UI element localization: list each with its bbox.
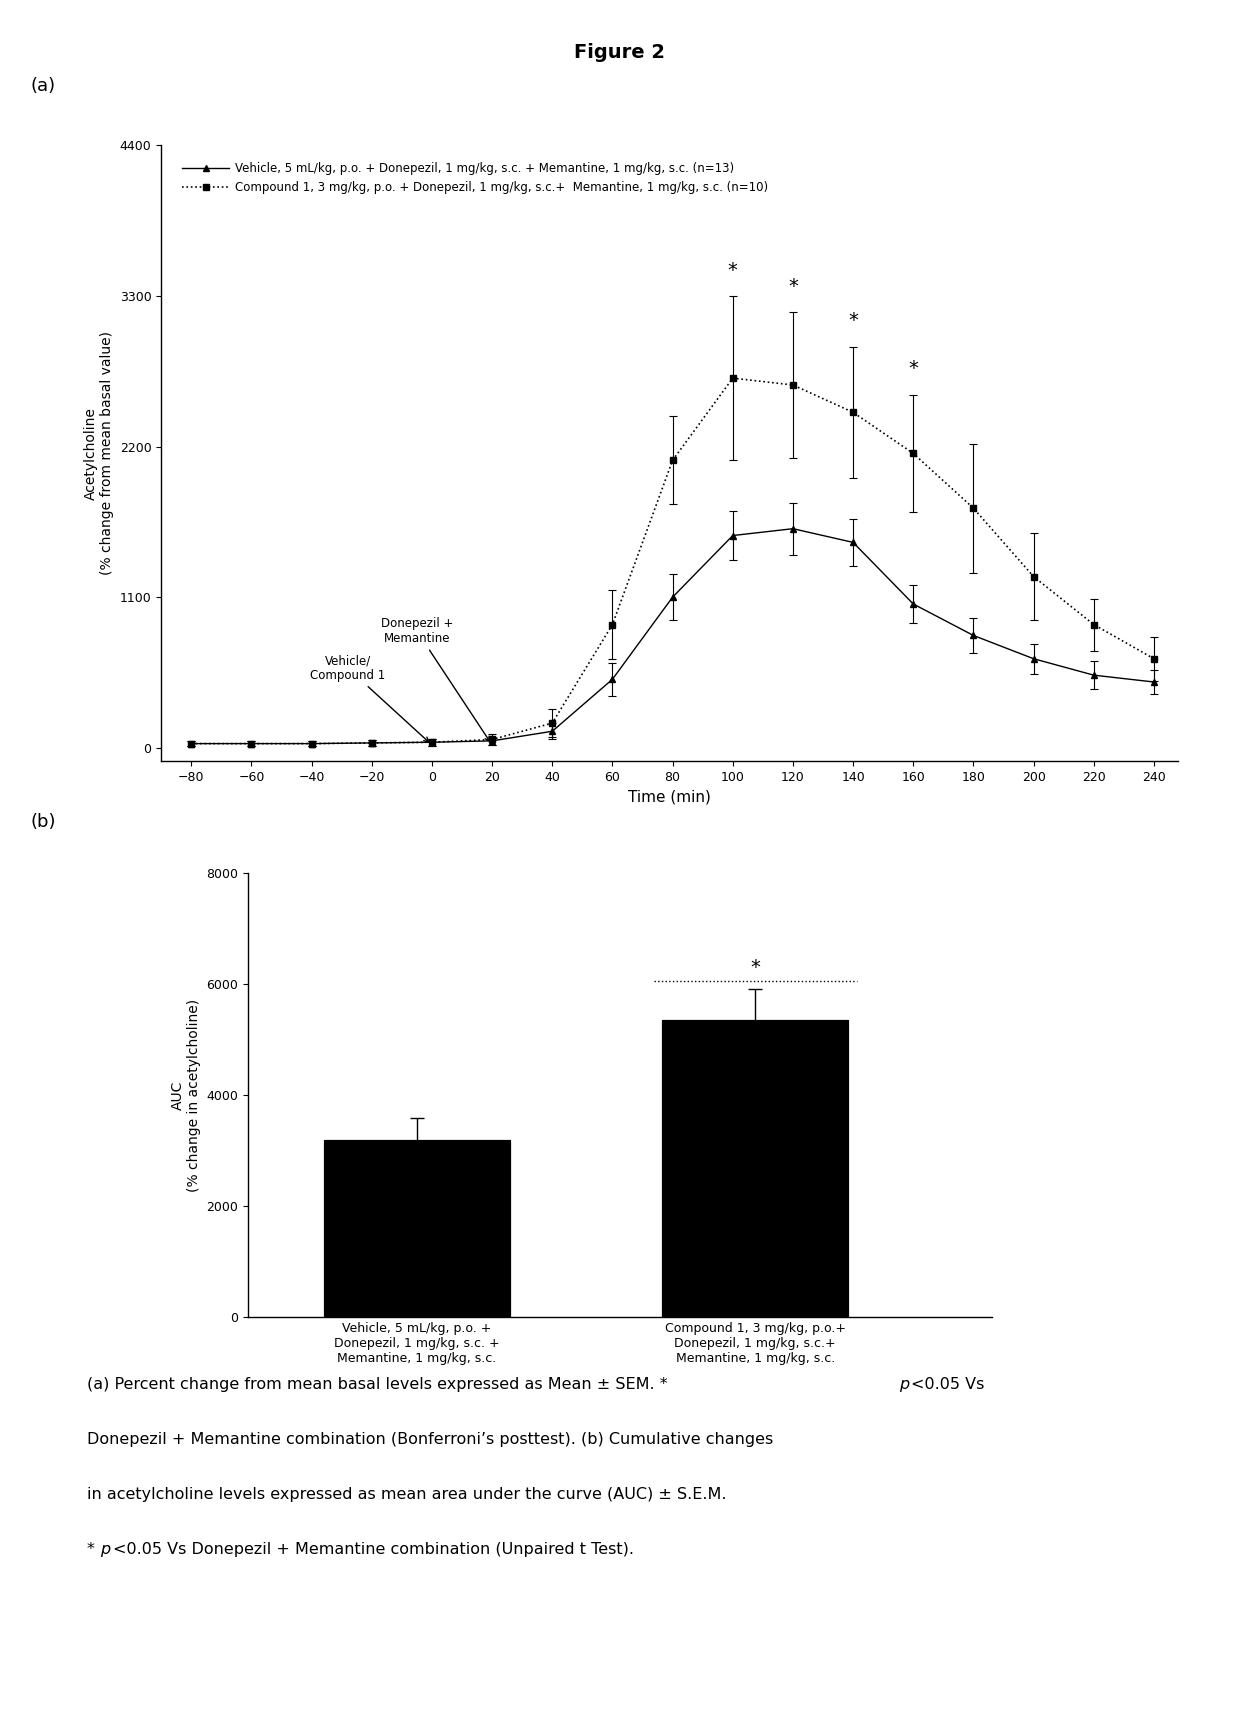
- Text: *: *: [848, 311, 858, 330]
- Text: *: *: [750, 958, 760, 977]
- Text: p: p: [100, 1542, 110, 1557]
- Text: (a): (a): [31, 77, 56, 96]
- Legend: Vehicle, 5 mL/kg, p.o. + Donepezil, 1 mg/kg, s.c. + Memantine, 1 mg/kg, s.c. (n=: Vehicle, 5 mL/kg, p.o. + Donepezil, 1 mg…: [177, 157, 773, 198]
- Y-axis label: AUC
(% change in acetylcholine): AUC (% change in acetylcholine): [171, 999, 201, 1191]
- Text: Vehicle/
Compound 1: Vehicle/ Compound 1: [310, 654, 429, 743]
- X-axis label: Time (min): Time (min): [629, 790, 711, 804]
- Text: Donepezil + Memantine combination (Bonferroni’s posttest). (b) Cumulative change: Donepezil + Memantine combination (Bonfe…: [87, 1432, 773, 1448]
- Text: *: *: [728, 260, 738, 279]
- Text: Figure 2: Figure 2: [574, 43, 666, 62]
- Bar: [324, 1140, 510, 1317]
- Text: (a) Percent change from mean basal levels expressed as Mean ± SEM. *: (a) Percent change from mean basal level…: [87, 1377, 667, 1393]
- Bar: [662, 1020, 848, 1317]
- Text: <0.05 Vs: <0.05 Vs: [911, 1377, 985, 1393]
- Text: *: *: [787, 277, 797, 296]
- Text: Donepezil +
Memantine: Donepezil + Memantine: [381, 618, 490, 741]
- Bar: [662, 1020, 848, 1317]
- Text: p: p: [899, 1377, 909, 1393]
- Text: in acetylcholine levels expressed as mean area under the curve (AUC) ± S.E.M.: in acetylcholine levels expressed as mea…: [87, 1487, 727, 1502]
- Text: *: *: [909, 359, 918, 378]
- Bar: [324, 1140, 510, 1317]
- Text: *: *: [87, 1542, 94, 1557]
- Text: (b): (b): [31, 813, 57, 832]
- Y-axis label: Acetylcholine
(% change from mean basal value): Acetylcholine (% change from mean basal …: [84, 332, 114, 575]
- Text: <0.05 Vs Donepezil + Memantine combination (Unpaired t Test).: <0.05 Vs Donepezil + Memantine combinati…: [113, 1542, 634, 1557]
